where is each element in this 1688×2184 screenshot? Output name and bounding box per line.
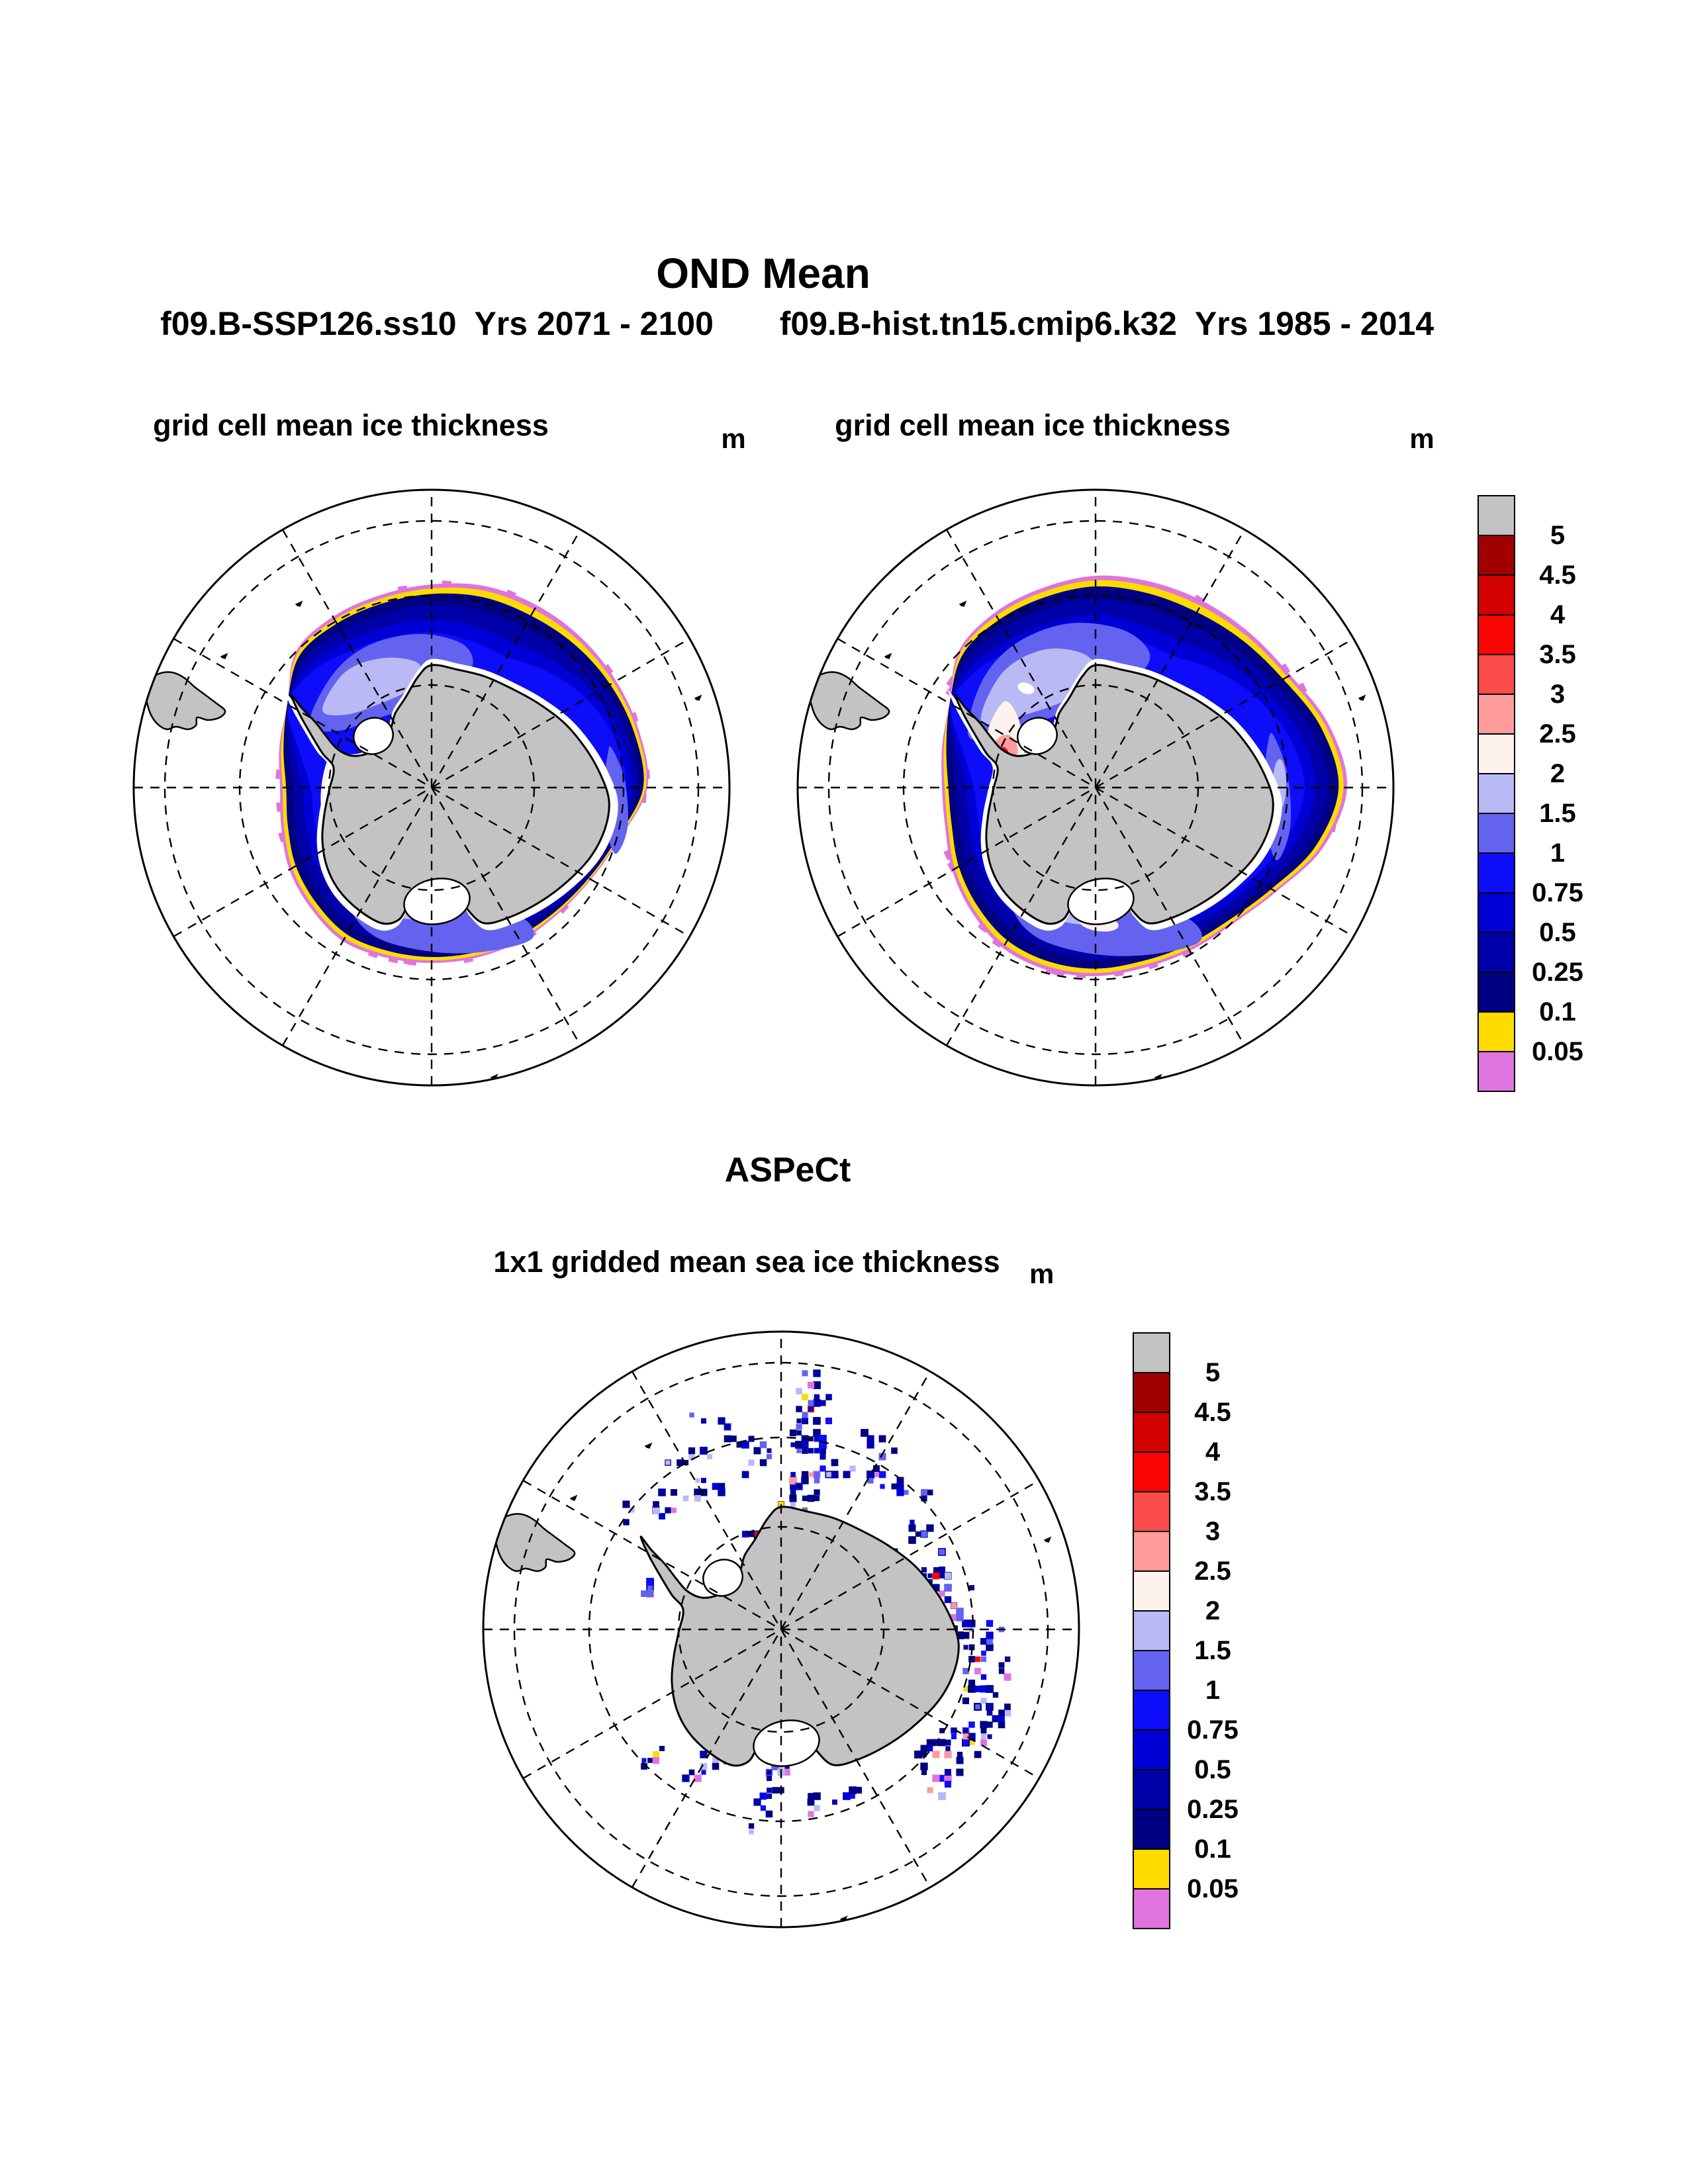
colorbar-cell [1133,1690,1170,1731]
colorbar-cell [1133,1650,1170,1691]
small-island [569,1494,578,1501]
graticule-grid [483,1332,1079,1927]
ice-shelf [702,1559,743,1597]
colorbar-tick-label: 2 [1550,759,1566,788]
colorbar-cell [1133,1809,1170,1850]
colorbar-top: 5 4.5 4 3.5 3 2.5 2 1.5 1 0.75 0.5 0.25 0.1 0.05 [1477,495,1650,1095]
colorbar-bottom: 5 4.5 4 3.5 3 2.5 2 1.5 1 0.75 0.5 0.25 0.1 0.05 [1133,1332,1305,1932]
colorbar-tick-label: 1.5 [1194,1636,1231,1665]
ice-shelf [353,717,394,755]
colorbar-cell [1133,1570,1170,1612]
colorbar-cell [1477,614,1515,655]
colorbar-cell [1133,1610,1170,1651]
colorbar-tick-label: 4 [1205,1437,1221,1467]
colorbar-tick-label: 0.5 [1194,1755,1231,1784]
colorbar-tick-label: 0.75 [1532,878,1583,907]
ice-shelf [1017,717,1058,755]
small-island [220,653,228,659]
small-island [1043,1536,1052,1543]
colorbar-cell [1133,1729,1170,1770]
left-panel-run-label: f09.B-SSP126.ss10 Yrs 2071 - 2100 [160,305,714,342]
colorbar-tick-label: 4.5 [1539,561,1576,590]
colorbar-tick-label: 0.75 [1187,1715,1239,1745]
colorbar-tick-label: 1 [1205,1676,1221,1705]
aspect-section-title: ASPeCt [724,1151,851,1189]
left-panel-units-label: m [721,423,746,454]
graticule-grid [798,490,1393,1085]
colorbar-tick-label: 2 [1205,1596,1221,1625]
map-ssp126-projection [132,488,731,1087]
right-panel-units-label: m [1409,423,1434,454]
colorbar-tick-label: 1 [1550,839,1566,868]
small-island [959,600,967,607]
map-boundary-circle [796,488,1395,1087]
map-boundary-circle [482,1330,1080,1929]
colorbar-tick-label: 2.5 [1539,719,1576,749]
colorbar-tick-label: 2.5 [1194,1557,1231,1586]
small-island [295,600,303,607]
aspect-field-title: 1x1 gridded mean sea ice thickness [493,1245,1000,1279]
colorbar-cell [1477,972,1515,1013]
small-island [884,653,892,659]
colorbar-tick-label: 3.5 [1194,1477,1231,1506]
colorbar-tick-label: 5 [1205,1358,1221,1387]
colorbar-cell [1477,654,1515,695]
aspect-units-label: m [1029,1258,1055,1289]
colorbar-cell [1133,1848,1170,1889]
colorbar-tick-label: 1.5 [1539,799,1576,828]
colorbar-tick-label: 4 [1550,600,1566,629]
left-panel-field-title: grid cell mean ice thickness [153,408,549,442]
small-island [694,694,702,701]
south-america-tip [493,1513,576,1572]
small-island [1358,694,1366,701]
south-america-tip [144,671,226,731]
colorbar-cell [1477,1051,1515,1092]
colorbar-tick-label: 0.1 [1539,997,1576,1026]
graticule-grid [134,490,729,1085]
colorbar-cell [1477,733,1515,774]
map-aspect-projection [482,1330,1080,1929]
colorbar-tick-label: 5 [1550,521,1566,550]
colorbar-tick-label: 3 [1550,680,1566,709]
figure-title: OND Mean [656,250,870,297]
colorbar-tick-label: 0.25 [1532,958,1583,987]
colorbar-cell [1477,892,1515,933]
map-boundary-circle [132,488,731,1087]
colorbar-tick-label: 0.05 [1532,1037,1583,1066]
right-panel-field-title: grid cell mean ice thickness [835,408,1231,442]
colorbar-tick-label: 4.5 [1194,1398,1231,1427]
colorbar-tick-label: 0.25 [1187,1795,1239,1824]
small-island [644,1442,653,1449]
colorbar-tick-label: 3 [1205,1517,1221,1546]
colorbar-cell [1477,932,1515,973]
colorbar-cell [1477,773,1515,814]
colorbar-cell [1133,1888,1170,1929]
right-panel-run-label: f09.B-hist.tn15.cmip6.k32 Yrs 1985 - 201… [779,305,1434,342]
colorbar-cell [1477,1011,1515,1052]
colorbar-cell [1133,1412,1170,1453]
south-america-tip [808,671,890,731]
colorbar-cell [1477,694,1515,735]
colorbar-tick-label: 0.05 [1187,1874,1239,1903]
colorbar-cell [1477,574,1515,615]
colorbar-tick-label: 0.1 [1194,1835,1231,1864]
map-hist-projection [796,488,1395,1087]
colorbar-tick-label: 3.5 [1539,640,1576,669]
colorbar-cell [1133,1332,1170,1373]
colorbar-cell [1477,852,1515,893]
colorbar-cell [1133,1531,1170,1572]
colorbar-tick-label: 0.5 [1539,918,1576,947]
